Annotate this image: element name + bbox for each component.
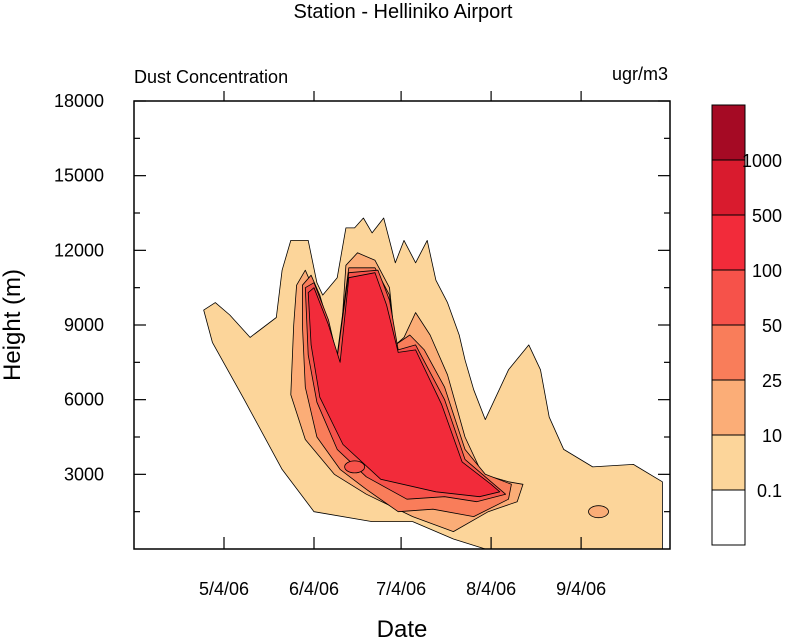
y-tick-label: 18000 (54, 91, 104, 111)
contour-spot-0 (588, 505, 609, 519)
legend-label: 25 (762, 371, 782, 391)
x-axis-title: Date (377, 616, 428, 639)
x-tick-label: 5/4/06 (199, 579, 249, 599)
contour-level-100 (307, 272, 501, 498)
left-subtitle: Dust Concentration (134, 67, 288, 87)
y-tick-label: 9000 (64, 315, 104, 335)
legend-swatch (711, 489, 746, 546)
x-tick-label: 8/4/06 (466, 579, 516, 599)
y-tick-label: 6000 (64, 390, 104, 410)
units-label: ugr/m3 (612, 64, 668, 84)
legend-label: 50 (762, 316, 782, 336)
contour-fills (203, 217, 663, 550)
legend-swatch (711, 434, 746, 491)
legend-swatch (711, 214, 746, 271)
legend-swatch (711, 269, 746, 326)
legend-label: 100 (752, 261, 782, 281)
x-tick-label: 9/4/06 (556, 579, 606, 599)
legend-swatch (711, 104, 746, 161)
contour-spot-1 (344, 460, 366, 474)
y-tick-label: 3000 (64, 464, 104, 484)
color-legend: 0.1 10 25 50 100 500 1000 (711, 104, 782, 546)
x-tick-label: 6/4/06 (289, 579, 339, 599)
legend-label: 0.1 (757, 481, 782, 501)
legend-label: 500 (752, 206, 782, 226)
x-tick-label: 7/4/06 (376, 579, 426, 599)
axis-ticks: 5/4/06 6/4/06 7/4/06 8/4/06 9/4/06 3000 6000 90… (54, 91, 670, 599)
legend-swatch (711, 379, 746, 436)
y-tick-label: 12000 (54, 240, 104, 260)
chart-title: Station - Helliniko Airport (294, 1, 513, 23)
legend-label: 10 (762, 426, 782, 446)
y-tick-label: 15000 (54, 166, 104, 186)
legend-label: 1000 (742, 151, 782, 171)
legend-swatch (711, 324, 746, 381)
y-axis-title: Height (m) (0, 269, 26, 381)
legend-swatch (711, 159, 746, 216)
